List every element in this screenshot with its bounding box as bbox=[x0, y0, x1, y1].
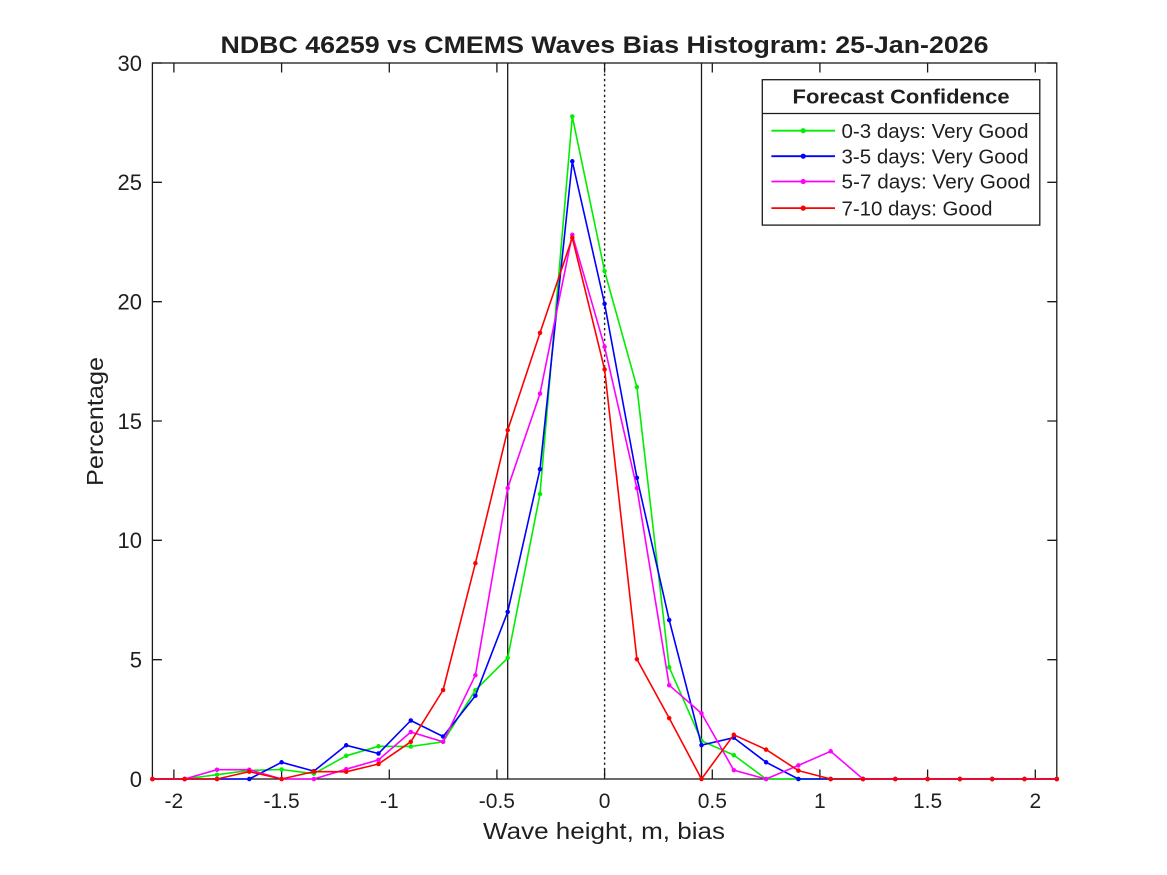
svg-text:3-5 days: Very Good: 3-5 days: Very Good bbox=[842, 146, 1029, 168]
svg-text:2: 2 bbox=[1029, 790, 1041, 813]
svg-text:1: 1 bbox=[814, 790, 826, 813]
svg-text:20: 20 bbox=[118, 290, 142, 315]
svg-text:25: 25 bbox=[118, 170, 142, 195]
svg-text:10: 10 bbox=[118, 528, 142, 553]
svg-text:0: 0 bbox=[130, 767, 142, 792]
svg-text:Wave height, m, bias: Wave height, m, bias bbox=[483, 818, 725, 844]
svg-text:-1: -1 bbox=[380, 790, 399, 813]
svg-text:30: 30 bbox=[118, 51, 142, 76]
svg-text:5-7 days: Very Good: 5-7 days: Very Good bbox=[842, 172, 1031, 194]
svg-text:-1.5: -1.5 bbox=[264, 790, 300, 813]
svg-text:7-10 days: Good: 7-10 days: Good bbox=[842, 198, 993, 220]
svg-text:0-3 days: Very Good: 0-3 days: Very Good bbox=[842, 121, 1029, 143]
svg-text:Forecast Confidence: Forecast Confidence bbox=[793, 87, 1010, 109]
svg-text:0: 0 bbox=[599, 790, 611, 813]
svg-text:5: 5 bbox=[130, 648, 142, 673]
svg-text:1.5: 1.5 bbox=[913, 790, 942, 813]
svg-text:15: 15 bbox=[118, 409, 142, 434]
svg-text:-2: -2 bbox=[165, 790, 184, 813]
svg-text:-0.5: -0.5 bbox=[479, 790, 515, 813]
svg-text:0.5: 0.5 bbox=[698, 790, 727, 813]
svg-text:Percentage: Percentage bbox=[82, 357, 108, 486]
svg-text:NDBC 46259 vs CMEMS Waves Bias: NDBC 46259 vs CMEMS Waves Bias Histogram… bbox=[221, 32, 989, 59]
